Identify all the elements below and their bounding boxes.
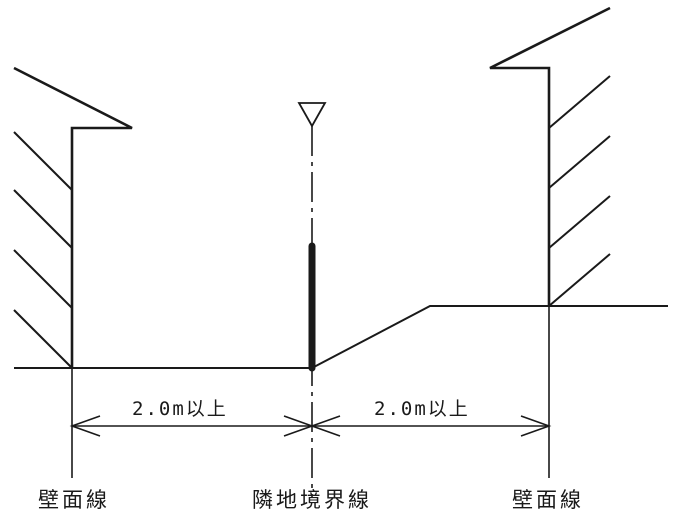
arrow-head-right (520, 415, 552, 437)
right-building-outline (489, 6, 611, 306)
left-dimension-label: 2.0m以上 (130, 398, 230, 420)
boundary-line-group (297, 102, 327, 498)
right-dimension-line (309, 415, 552, 437)
boundary-line-label: 隣地境界線 (252, 488, 372, 512)
right-dimension-label: 2.0m以上 (372, 398, 472, 420)
hatch-line (548, 253, 611, 307)
right-wall-hatching (548, 75, 611, 307)
hatch-line (13, 189, 73, 249)
left-wall-hatching (13, 131, 73, 369)
left-building (13, 66, 133, 369)
hatch-line (548, 75, 611, 129)
arrow-head-left (309, 415, 341, 437)
arrow-head-left (69, 415, 101, 437)
right-ground-line (311, 305, 668, 369)
hatch-line (548, 195, 611, 249)
wall-line-label-right: 壁面線 (512, 488, 584, 512)
hatch-line (548, 135, 611, 189)
hatch-line (13, 309, 73, 369)
boundary-triangle-marker (297, 102, 327, 128)
left-building-outline (13, 66, 133, 368)
hatch-line (13, 131, 73, 191)
wall-line-label-left: 壁面線 (38, 488, 110, 512)
hatch-line (13, 249, 73, 309)
right-building (489, 6, 611, 307)
